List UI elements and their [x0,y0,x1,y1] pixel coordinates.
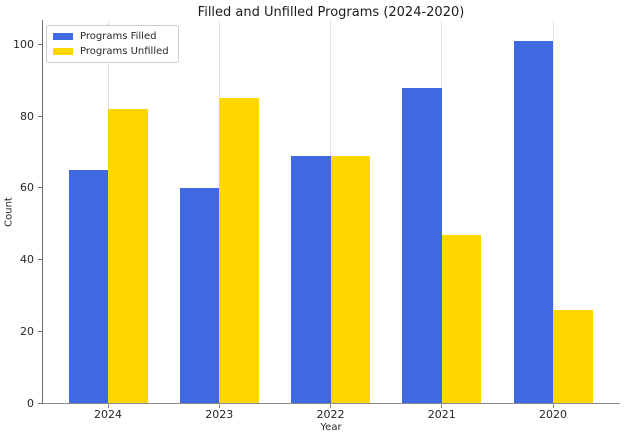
x-axis-title: Year [320,422,342,433]
y-tick-label-40: 40 [20,253,34,267]
y-tick-label-0: 0 [27,396,34,410]
bar-programs-filled-2022 [291,156,331,403]
bar-programs-unfilled-2023 [219,98,259,403]
y-tick-100 [38,44,42,45]
y-tick-0 [38,402,42,404]
bar-programs-unfilled-2022 [330,156,370,403]
bar-programs-unfilled-2020 [553,310,593,403]
legend-label-filled: Programs Filled [80,31,157,42]
x-axis-spine [42,403,620,404]
x-tick-label-2021: 2021 [427,408,456,421]
bar-programs-filled-2023 [179,188,220,403]
chart-title: Filled and Unfilled Programs (2024-2020) [197,5,465,20]
y-tick-80 [38,115,42,117]
gridline-2020 [552,20,554,403]
bar-programs-filled-2020 [513,41,553,403]
legend-label-unfilled: Programs Unfilled [80,46,169,57]
legend-item-programs-unfilled: Programs Unfilled [53,46,169,57]
y-tick-60 [38,187,42,189]
bar-programs-unfilled-2021 [441,235,482,403]
x-tick-label-2023: 2023 [205,408,234,421]
y-tick-label-100: 100 [13,38,34,51]
legend-swatch-filled [53,33,73,40]
y-axis-title: Count [3,197,15,227]
x-tick-label-2024: 2024 [94,408,122,421]
x-tick-2024 [107,404,109,408]
bar-programs-filled-2021 [402,88,442,403]
legend-swatch-unfilled [53,48,73,55]
x-tick-label-2020: 2020 [539,408,567,421]
x-tick-label-2022: 2022 [316,408,345,421]
legend: Programs Filled Programs Unfilled [46,25,179,63]
y-axis-spine [42,20,43,403]
x-tick-2021 [441,404,443,408]
gridline-2021 [441,20,443,403]
bar-programs-unfilled-2024 [108,109,148,403]
y-tick-40 [38,259,42,261]
x-tick-2022 [330,404,331,408]
y-tick-20 [38,330,42,332]
x-tick-2023 [218,404,220,408]
x-tick-2020 [552,404,554,408]
y-tick-label-80: 80 [20,109,34,123]
y-tick-label-60: 60 [20,181,34,195]
y-tick-label-20: 20 [20,324,34,338]
legend-item-programs-filled: Programs Filled [53,31,169,42]
bar-programs-filled-2024 [68,170,108,403]
